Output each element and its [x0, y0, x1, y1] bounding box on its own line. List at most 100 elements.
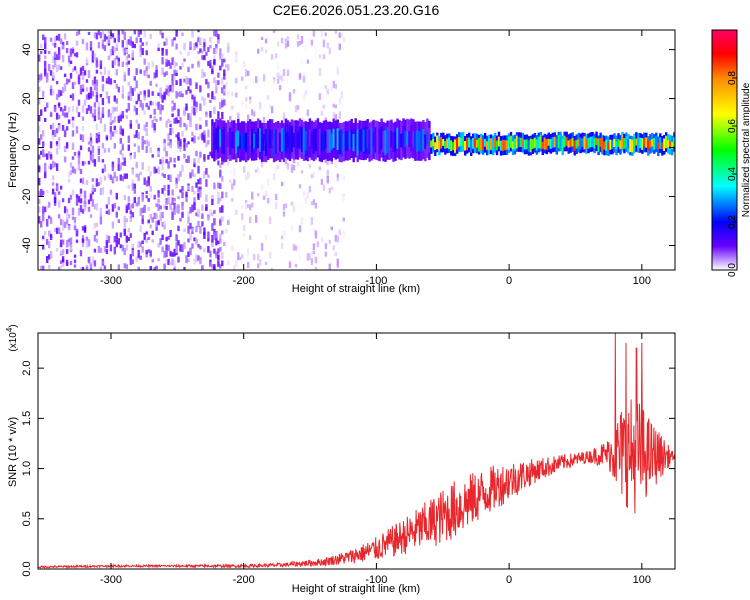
spectrogram-cell [129, 254, 132, 261]
spectrogram-cell [123, 161, 126, 166]
spectrogram-cell [169, 250, 172, 257]
spectrogram-cell [61, 262, 65, 267]
spectrogram-cell [223, 86, 226, 93]
spectrogram-cell [563, 135, 566, 148]
spectrogram-cell [115, 176, 118, 182]
spectrogram-cell [93, 223, 97, 229]
spectrogram-cell [101, 107, 105, 114]
spectrogram-cell [215, 80, 218, 88]
spectrogram-cell [332, 128, 335, 148]
spectrogram-cell [165, 158, 168, 164]
spectrogram-cell [127, 91, 130, 97]
spectrogram-cell [197, 186, 200, 193]
spectrogram-cell [205, 194, 208, 203]
spectrogram-cell [65, 112, 69, 118]
spectrogram-cell [44, 168, 47, 173]
spectrogram-cell [145, 139, 148, 145]
spectrogram-cell [241, 213, 244, 220]
spectrogram-cell [191, 131, 194, 137]
spectrogram-cell [73, 66, 77, 71]
spectrogram-cell [107, 76, 111, 85]
spectrogram-cell [229, 127, 232, 155]
spectrogram-cell [243, 133, 246, 149]
spectrogram-cell [173, 69, 176, 76]
spectrogram-cell [195, 254, 198, 263]
spectrogram-cell [79, 267, 83, 270]
spectrogram-cell [221, 100, 224, 108]
spectrogram-cell [91, 199, 95, 207]
spectrogram-cell [103, 265, 107, 270]
spectrogram-cell [147, 183, 150, 187]
spectrogram-cell [659, 137, 662, 149]
spectrogram-cell [175, 72, 178, 76]
spectrogram-cell [635, 138, 638, 146]
spectrogram-cell [103, 148, 107, 153]
spectrogram-cell [645, 137, 648, 148]
spectrogram-cell [247, 70, 250, 76]
spectrogram-cell [167, 259, 170, 265]
spectrogram-cell [294, 105, 298, 113]
spectrogram-cell [77, 195, 81, 203]
spectrogram-cell [314, 202, 318, 209]
spectrogram-cell [131, 41, 134, 48]
spectrogram-cell [219, 169, 222, 177]
spectrogram-cell [141, 207, 144, 214]
spectrogram-cell [153, 267, 156, 270]
spectrogram-cell [223, 69, 226, 76]
spectrogram-cell [38, 125, 41, 132]
spectrogram-cell [81, 208, 85, 214]
spectrogram-cell [233, 264, 236, 270]
spectrogram-cell [171, 106, 174, 112]
spectrogram-cell [65, 211, 69, 220]
spectrogram-cell [175, 70, 178, 74]
spectrogram-cell [113, 80, 116, 84]
spectrogram-cell [274, 202, 278, 210]
spectrogram-cell [314, 49, 318, 55]
spectrogram-cell [40, 74, 43, 80]
spectrogram-cell [203, 248, 206, 253]
spectrogram-cell [133, 76, 136, 81]
spectrogram-cell [161, 246, 164, 253]
spectrogram-cell [306, 59, 310, 64]
spectrogram-cell [203, 72, 206, 77]
spectrogram-cell [89, 137, 93, 144]
spectrogram-cell [539, 135, 542, 149]
spectrogram-cell [213, 106, 216, 115]
spectrogram-cell [155, 118, 158, 122]
spectrogram-cell [107, 173, 111, 179]
spectrogram-cell [147, 105, 150, 110]
spectrogram-cell [372, 132, 375, 147]
spectrogram-cell [177, 132, 180, 140]
spectrogram-cell [125, 244, 128, 251]
spectrogram-cell [197, 136, 200, 140]
spectrogram-cell [129, 233, 132, 238]
spectrogram-cell [219, 207, 222, 213]
spectrogram-cell [247, 171, 250, 179]
spectrogram-cell [195, 150, 198, 157]
spectrogram-cell [396, 127, 399, 149]
spectrogram-cell [173, 102, 176, 111]
spectrogram-cell [97, 246, 101, 253]
spectrogram-cell [346, 130, 349, 152]
spectrogram-cell [167, 236, 170, 240]
spectrogram-cell [211, 212, 214, 216]
spectrogram-cell [615, 141, 618, 150]
spectrogram-cell [671, 141, 674, 149]
spectrogram-cell [165, 250, 168, 258]
spectrogram-cell [440, 136, 443, 149]
spectrogram-cell [157, 166, 160, 174]
spectrogram-cell [57, 89, 61, 98]
spectrogram-cell [121, 111, 124, 117]
spectrogram-cell [171, 189, 174, 196]
spectrogram-cell [40, 43, 43, 48]
spectrogram-cell [75, 70, 79, 75]
spectrogram-cell [549, 138, 552, 149]
y-tick-label: 0.5 [21, 511, 33, 526]
spectrogram-cell [201, 55, 204, 60]
spectrogram-cell [296, 34, 300, 40]
spectrogram-cell [247, 130, 250, 151]
spectrogram-cell [661, 142, 664, 150]
spectrogram-cell [215, 47, 218, 55]
spectrogram-cell [121, 143, 124, 148]
spectrogram-cell [159, 205, 162, 210]
